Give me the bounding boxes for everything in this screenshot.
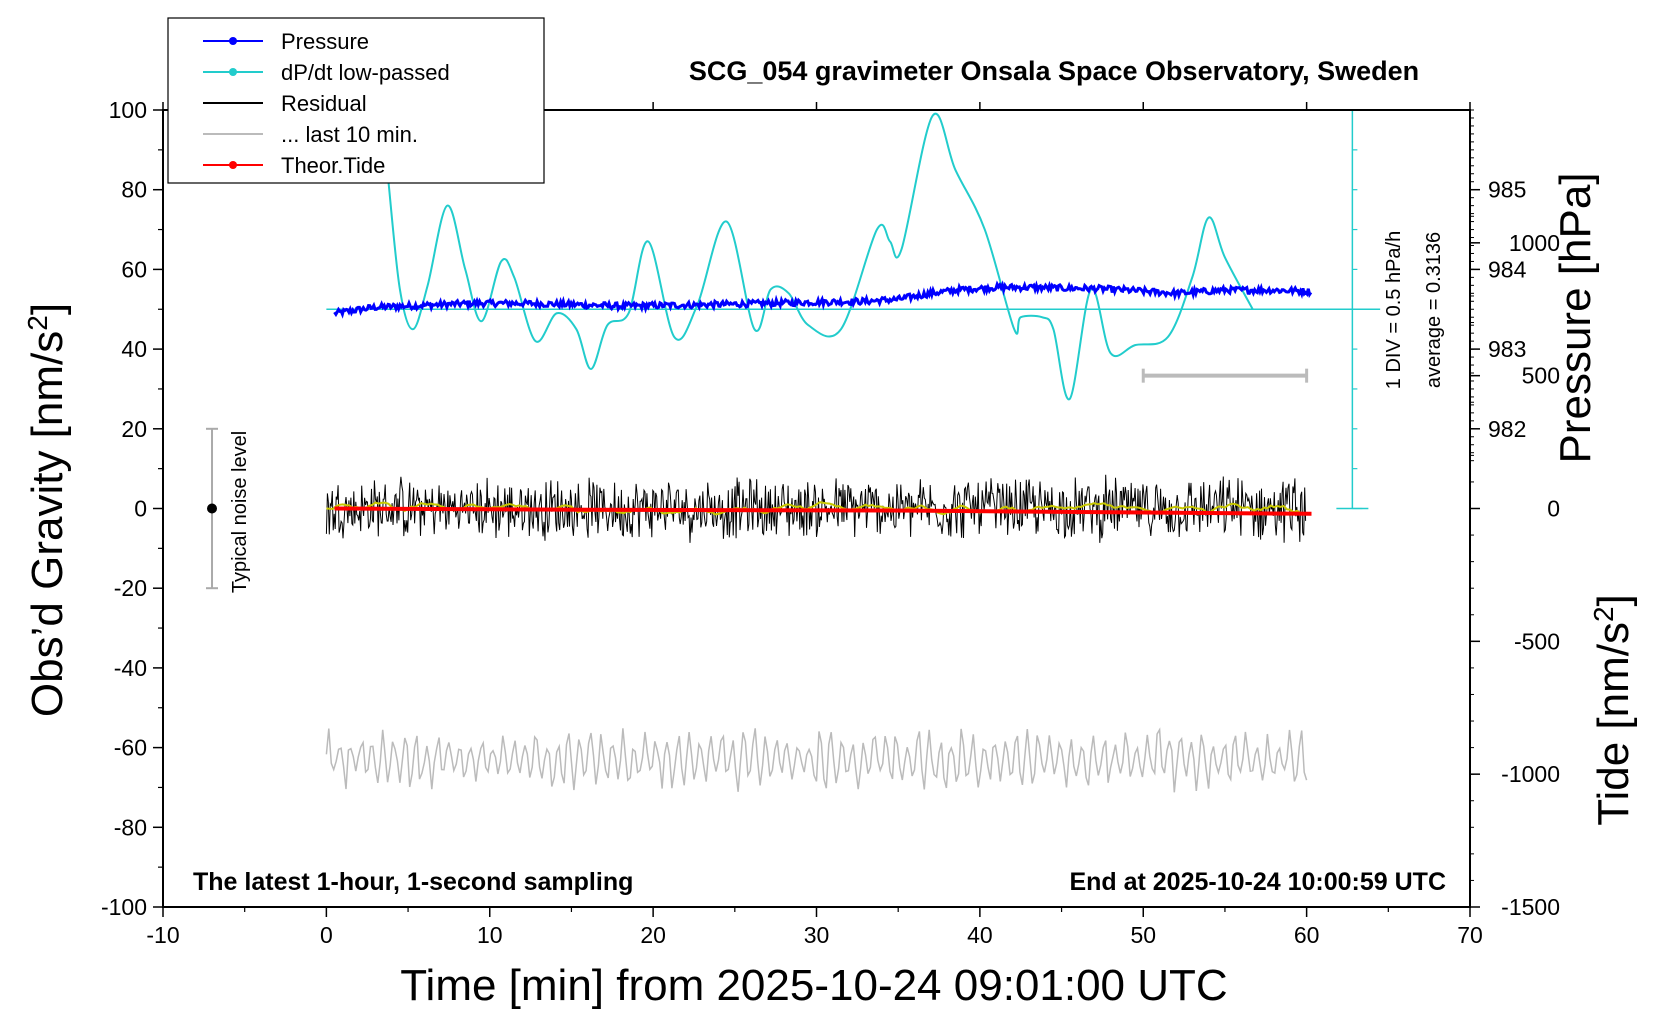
legend-items: Pressure dP/dt low-passed Residual ... last… <box>203 29 450 178</box>
x-tick-label: 70 <box>1457 922 1483 948</box>
y-left-tick-label: -100 <box>101 894 147 920</box>
legend-label: Residual <box>281 91 367 116</box>
annotation-div: 1 DIV = 0.5 hPa/h <box>1383 231 1405 389</box>
pressure-tick-label: 985 <box>1488 177 1526 203</box>
noise-level-dot <box>207 503 218 514</box>
legend-label: Pressure <box>281 29 369 54</box>
legend-marker <box>229 37 237 45</box>
pressure-tick-label: 983 <box>1488 336 1526 362</box>
y-left-tick-label: 100 <box>109 97 147 123</box>
y-axis-label-tide-main: Tide [nm/s <box>1589 622 1638 826</box>
series-dpdt-low-passed <box>387 112 1254 400</box>
x-tick-label: 50 <box>1130 922 1156 948</box>
series-theor-tide <box>334 506 1312 516</box>
y-axis-label-left: Obs’d Gravity [nm/s2] <box>22 303 73 717</box>
legend-marker <box>229 161 237 169</box>
y-left-tick-label: 0 <box>134 496 147 522</box>
y-axis-label-left-end: ] <box>23 303 72 315</box>
legend-label: dP/dt low-passed <box>281 60 450 85</box>
series-pressure <box>333 280 1313 319</box>
y-left-tick-label: -80 <box>114 814 147 840</box>
x-tick-label: -10 <box>146 922 179 948</box>
legend: Pressure dP/dt low-passed Residual ... last… <box>167 17 545 184</box>
pressure-tick-label: 984 <box>1488 256 1527 282</box>
tide-tick-label: 1000 <box>1509 230 1560 256</box>
tide-tick-label: 0 <box>1547 496 1560 522</box>
x-tick-label: 0 <box>320 922 333 948</box>
legend-box <box>167 17 545 184</box>
y-left-tick-label: -40 <box>114 655 147 681</box>
x-tick-label: 30 <box>804 922 830 948</box>
y-axis-label-pressure: Pressure [hPa] <box>1551 172 1600 463</box>
annotation-noise-level: Typical noise level <box>229 431 251 593</box>
legend-label: Theor.Tide <box>281 153 385 178</box>
y-axis-label-tide: Tide [nm/s2] <box>1588 594 1639 826</box>
y-left-tick-label: -60 <box>114 735 147 761</box>
x-tick-label: 60 <box>1294 922 1320 948</box>
y-left-tick-label: 40 <box>121 336 147 362</box>
annotation-bottom-left: The latest 1-hour, 1-second sampling <box>193 868 633 896</box>
annotation-bottom-right: End at 2025-10-24 10:00:59 UTC <box>1069 868 1446 896</box>
y-left-tick-label: -20 <box>114 575 147 601</box>
y-axis-label-left-sup: 2 <box>22 315 53 331</box>
y-left-tick-label: 80 <box>121 177 147 203</box>
axes-layer: -10 0 10 20 30 40 50 60 70100806040200-20-40-60-… <box>101 97 1560 948</box>
y-axis-label-tide-end: ] <box>1589 594 1638 606</box>
series-residual <box>325 474 1307 543</box>
y-axis-label-left-main: Obs’d Gravity [nm/s <box>23 331 72 717</box>
series-last-10-min <box>325 727 1308 793</box>
legend-label: ... last 10 min. <box>281 122 418 147</box>
chart-title: SCG_054 gravimeter Onsala Space Observat… <box>689 56 1419 86</box>
y-left-tick-label: 60 <box>121 256 147 282</box>
tide-tick-label: -1000 <box>1501 761 1560 787</box>
annotation-average: average = 0.3136 <box>1423 232 1445 388</box>
y-axis-label-tide-sup: 2 <box>1588 606 1619 622</box>
x-tick-label: 20 <box>640 922 666 948</box>
series-layer <box>206 109 1381 793</box>
y-left-tick-label: 20 <box>121 416 147 442</box>
tide-tick-label: -500 <box>1514 628 1560 654</box>
tide-tick-label: 500 <box>1522 363 1560 389</box>
pressure-tick-label: 982 <box>1488 416 1526 442</box>
tide-tick-label: -1500 <box>1501 894 1560 920</box>
x-tick-label: 40 <box>967 922 993 948</box>
x-tick-label: 10 <box>477 922 503 948</box>
legend-marker <box>229 68 237 76</box>
x-axis-label: Time [min] from 2025-10-24 09:01:00 UTC <box>400 961 1227 1010</box>
